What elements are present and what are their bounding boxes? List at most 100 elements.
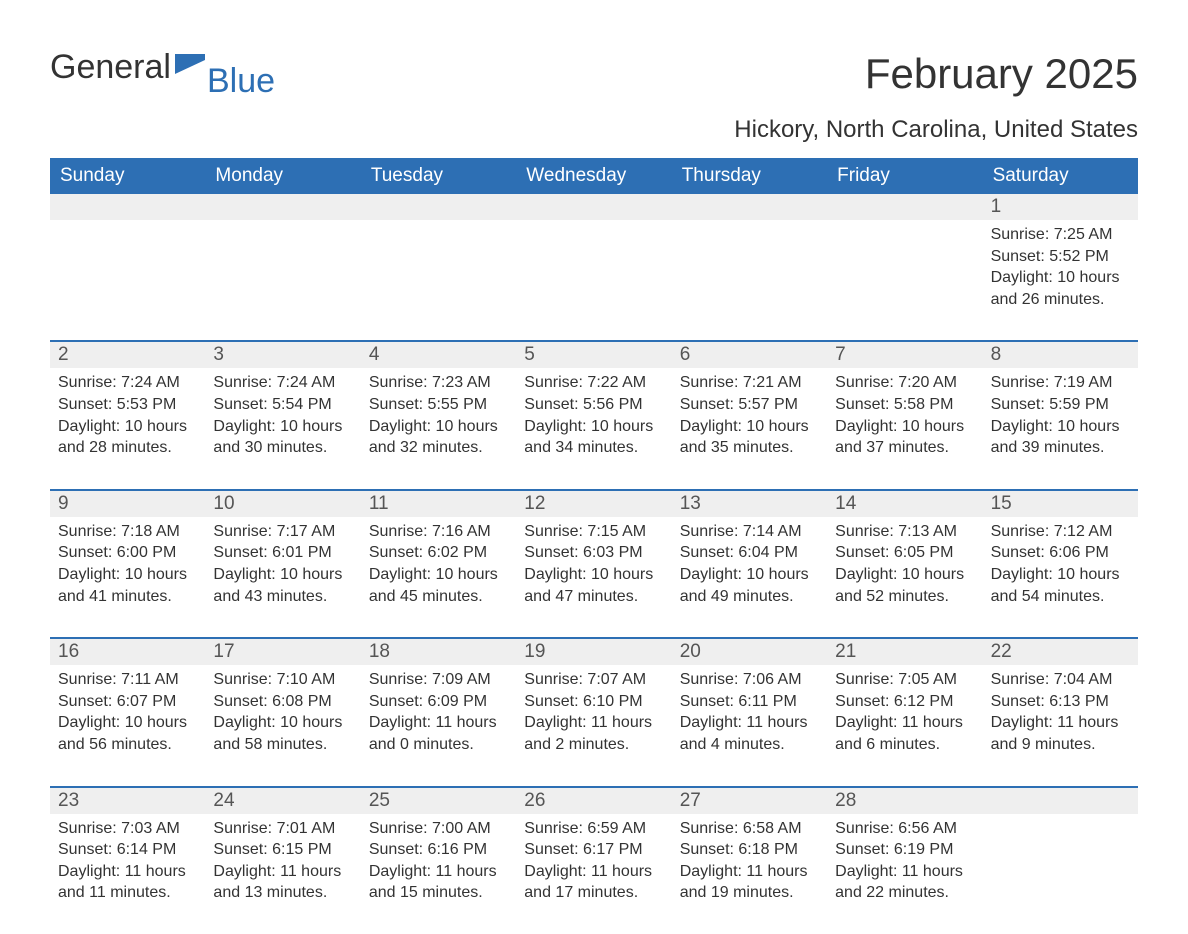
- day-number: 3: [205, 342, 360, 368]
- logo-word-general: General: [50, 50, 171, 84]
- day-number-row: 232425262728: [50, 788, 1138, 814]
- calendar-week: 9101112131415Sunrise: 7:18 AMSunset: 6:0…: [50, 489, 1138, 637]
- day-number: 21: [827, 639, 982, 665]
- calendar-cell: [672, 220, 827, 340]
- daylight-text: Daylight: 10 hours and 47 minutes.: [524, 564, 661, 607]
- sunrise-text: Sunrise: 6:56 AM: [835, 818, 972, 840]
- daylight-text: Daylight: 10 hours and 34 minutes.: [524, 416, 661, 459]
- sunrise-text: Sunrise: 6:59 AM: [524, 818, 661, 840]
- calendar-week: 232425262728Sunrise: 7:03 AMSunset: 6:14…: [50, 786, 1138, 934]
- calendar-cell: Sunrise: 7:24 AMSunset: 5:53 PMDaylight:…: [50, 368, 205, 488]
- sunrise-text: Sunrise: 7:04 AM: [991, 669, 1128, 691]
- title-block: February 2025: [865, 50, 1138, 98]
- calendar-cell: Sunrise: 7:21 AMSunset: 5:57 PMDaylight:…: [672, 368, 827, 488]
- day-number: 6: [672, 342, 827, 368]
- sunrise-text: Sunrise: 7:00 AM: [369, 818, 506, 840]
- sunrise-text: Sunrise: 7:22 AM: [524, 372, 661, 394]
- sunset-text: Sunset: 6:17 PM: [524, 839, 661, 861]
- calendar-cell: Sunrise: 7:25 AMSunset: 5:52 PMDaylight:…: [983, 220, 1138, 340]
- sunset-text: Sunset: 6:01 PM: [213, 542, 350, 564]
- daylight-text: Daylight: 11 hours and 22 minutes.: [835, 861, 972, 904]
- day-number: 16: [50, 639, 205, 665]
- sunrise-text: Sunrise: 7:25 AM: [991, 224, 1128, 246]
- day-number: 5: [516, 342, 671, 368]
- day-number: 19: [516, 639, 671, 665]
- day-number: [205, 194, 360, 220]
- weekday-header-row: Sunday Monday Tuesday Wednesday Thursday…: [50, 158, 1138, 194]
- day-number: [983, 788, 1138, 814]
- daylight-text: Daylight: 10 hours and 35 minutes.: [680, 416, 817, 459]
- calendar-cell: Sunrise: 7:13 AMSunset: 6:05 PMDaylight:…: [827, 517, 982, 637]
- daylight-text: Daylight: 10 hours and 28 minutes.: [58, 416, 195, 459]
- sunset-text: Sunset: 6:08 PM: [213, 691, 350, 713]
- calendar-cell: [361, 220, 516, 340]
- weekday-header: Friday: [827, 158, 982, 194]
- calendar-cell: [827, 220, 982, 340]
- calendar-cell: Sunrise: 7:09 AMSunset: 6:09 PMDaylight:…: [361, 665, 516, 785]
- sunset-text: Sunset: 5:58 PM: [835, 394, 972, 416]
- calendar-cell: Sunrise: 7:01 AMSunset: 6:15 PMDaylight:…: [205, 814, 360, 934]
- calendar-cell: Sunrise: 7:05 AMSunset: 6:12 PMDaylight:…: [827, 665, 982, 785]
- day-number: 18: [361, 639, 516, 665]
- sunrise-text: Sunrise: 7:13 AM: [835, 521, 972, 543]
- day-number: 17: [205, 639, 360, 665]
- location-text: Hickory, North Carolina, United States: [50, 116, 1138, 144]
- calendar: Sunday Monday Tuesday Wednesday Thursday…: [50, 158, 1138, 934]
- sunrise-text: Sunrise: 7:14 AM: [680, 521, 817, 543]
- day-number: 11: [361, 491, 516, 517]
- daylight-text: Daylight: 11 hours and 13 minutes.: [213, 861, 350, 904]
- sunset-text: Sunset: 5:56 PM: [524, 394, 661, 416]
- sunset-text: Sunset: 6:12 PM: [835, 691, 972, 713]
- sunset-text: Sunset: 6:07 PM: [58, 691, 195, 713]
- calendar-cell: Sunrise: 7:10 AMSunset: 6:08 PMDaylight:…: [205, 665, 360, 785]
- daylight-text: Daylight: 10 hours and 58 minutes.: [213, 712, 350, 755]
- sunrise-text: Sunrise: 7:16 AM: [369, 521, 506, 543]
- day-number: 1: [983, 194, 1138, 220]
- sunset-text: Sunset: 6:10 PM: [524, 691, 661, 713]
- calendar-cell: Sunrise: 6:58 AMSunset: 6:18 PMDaylight:…: [672, 814, 827, 934]
- logo-flag-icon: [175, 46, 205, 80]
- calendar-cell: Sunrise: 7:15 AMSunset: 6:03 PMDaylight:…: [516, 517, 671, 637]
- weekday-header: Thursday: [672, 158, 827, 194]
- calendar-cell: Sunrise: 7:12 AMSunset: 6:06 PMDaylight:…: [983, 517, 1138, 637]
- calendar-cell: Sunrise: 7:04 AMSunset: 6:13 PMDaylight:…: [983, 665, 1138, 785]
- logo: General Blue: [50, 50, 275, 84]
- daylight-text: Daylight: 10 hours and 56 minutes.: [58, 712, 195, 755]
- day-number: 7: [827, 342, 982, 368]
- daylight-text: Daylight: 10 hours and 26 minutes.: [991, 267, 1128, 310]
- day-number: [827, 194, 982, 220]
- calendar-cell: [983, 814, 1138, 934]
- calendar-cell: Sunrise: 7:17 AMSunset: 6:01 PMDaylight:…: [205, 517, 360, 637]
- sunset-text: Sunset: 6:09 PM: [369, 691, 506, 713]
- day-number-row: 9101112131415: [50, 491, 1138, 517]
- daylight-text: Daylight: 10 hours and 43 minutes.: [213, 564, 350, 607]
- calendar-cell: Sunrise: 7:03 AMSunset: 6:14 PMDaylight:…: [50, 814, 205, 934]
- calendar-cell: Sunrise: 7:14 AMSunset: 6:04 PMDaylight:…: [672, 517, 827, 637]
- day-number: 26: [516, 788, 671, 814]
- sunrise-text: Sunrise: 7:05 AM: [835, 669, 972, 691]
- weeks-container: 1Sunrise: 7:25 AMSunset: 5:52 PMDaylight…: [50, 194, 1138, 934]
- calendar-cell: Sunrise: 7:23 AMSunset: 5:55 PMDaylight:…: [361, 368, 516, 488]
- day-number: 27: [672, 788, 827, 814]
- sunrise-text: Sunrise: 7:24 AM: [58, 372, 195, 394]
- day-number: 28: [827, 788, 982, 814]
- sunrise-text: Sunrise: 7:15 AM: [524, 521, 661, 543]
- calendar-week: 16171819202122Sunrise: 7:11 AMSunset: 6:…: [50, 637, 1138, 785]
- sunrise-text: Sunrise: 6:58 AM: [680, 818, 817, 840]
- daylight-text: Daylight: 11 hours and 6 minutes.: [835, 712, 972, 755]
- calendar-cell: Sunrise: 7:19 AMSunset: 5:59 PMDaylight:…: [983, 368, 1138, 488]
- daylight-text: Daylight: 11 hours and 11 minutes.: [58, 861, 195, 904]
- sunrise-text: Sunrise: 7:12 AM: [991, 521, 1128, 543]
- sunrise-text: Sunrise: 7:19 AM: [991, 372, 1128, 394]
- calendar-week: 1Sunrise: 7:25 AMSunset: 5:52 PMDaylight…: [50, 194, 1138, 340]
- calendar-cell: [50, 220, 205, 340]
- daylight-text: Daylight: 10 hours and 49 minutes.: [680, 564, 817, 607]
- sunrise-text: Sunrise: 7:07 AM: [524, 669, 661, 691]
- calendar-cell: Sunrise: 7:18 AMSunset: 6:00 PMDaylight:…: [50, 517, 205, 637]
- sunset-text: Sunset: 6:18 PM: [680, 839, 817, 861]
- calendar-cell: Sunrise: 7:07 AMSunset: 6:10 PMDaylight:…: [516, 665, 671, 785]
- calendar-cell: [516, 220, 671, 340]
- day-number: 4: [361, 342, 516, 368]
- sunrise-text: Sunrise: 7:18 AM: [58, 521, 195, 543]
- sunset-text: Sunset: 5:52 PM: [991, 246, 1128, 268]
